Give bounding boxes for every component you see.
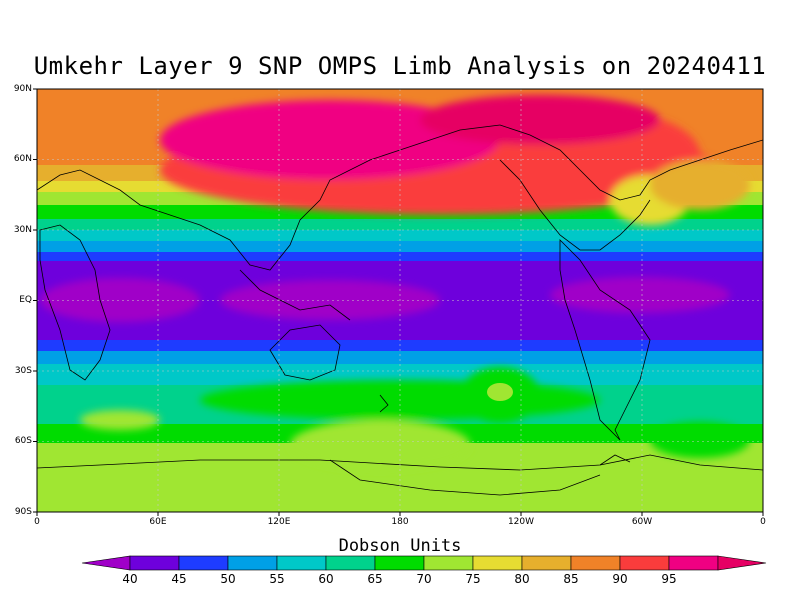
colorbar-label: 75 bbox=[465, 572, 481, 586]
grid bbox=[37, 89, 763, 512]
colorbar-swatch bbox=[227, 555, 278, 571]
colorbar-swatch bbox=[374, 555, 425, 571]
map-title: Umkehr Layer 9 SNP OMPS Limb Analysis on… bbox=[33, 52, 767, 80]
colorbar-label: 55 bbox=[269, 572, 285, 586]
colorbar-swatch bbox=[423, 555, 474, 571]
colorbar-swatch bbox=[129, 555, 180, 571]
colorbar-swatch bbox=[472, 555, 523, 571]
colorbar-label: 80 bbox=[514, 572, 530, 586]
lon-label-120w: 120W bbox=[507, 517, 535, 527]
lon-label-60e: 60E bbox=[149, 517, 167, 527]
lat-label-60n: 60N bbox=[13, 154, 32, 164]
lon-label-60w: 60W bbox=[631, 517, 653, 527]
colorbar-label: 40 bbox=[122, 572, 138, 586]
colorbar-swatch bbox=[570, 555, 621, 571]
colorbar-title: Dobson Units bbox=[338, 536, 462, 556]
lat-label-30n: 30N bbox=[13, 225, 32, 235]
lon-label-0-end: 0 bbox=[760, 517, 766, 527]
colorbar-swatch bbox=[619, 555, 670, 571]
lat-label-60s: 60S bbox=[14, 436, 32, 446]
colorbar-label: 45 bbox=[171, 572, 187, 586]
colorbar-label: 50 bbox=[220, 572, 236, 586]
colorbar-label: 70 bbox=[416, 572, 432, 586]
lat-label-90s: 90S bbox=[14, 507, 32, 517]
colorbar-arrow-high bbox=[717, 555, 767, 571]
colorbar-arrow-low bbox=[81, 555, 131, 571]
colorbar-label: 95 bbox=[661, 572, 677, 586]
lat-label-90n: 90N bbox=[13, 84, 32, 94]
tick-marks bbox=[33, 88, 764, 516]
lat-label-eq: EQ bbox=[19, 295, 32, 305]
colorbar-swatch bbox=[668, 555, 719, 571]
coastlines bbox=[37, 124, 763, 496]
colorbar-swatch bbox=[325, 555, 376, 571]
colorbar-label: 60 bbox=[318, 572, 334, 586]
lon-label-0: 0 bbox=[34, 517, 40, 527]
lon-label-180: 180 bbox=[391, 517, 409, 527]
colorbar-swatch bbox=[178, 555, 229, 571]
colorbar-swatch bbox=[276, 555, 327, 571]
lat-label-30s: 30S bbox=[14, 366, 32, 376]
colorbar-label: 90 bbox=[612, 572, 628, 586]
lon-label-120e: 120E bbox=[267, 517, 291, 527]
colorbar bbox=[81, 555, 767, 571]
colorbar-label: 65 bbox=[367, 572, 383, 586]
colorbar-swatch bbox=[521, 555, 572, 571]
colorbar-label: 85 bbox=[563, 572, 579, 586]
